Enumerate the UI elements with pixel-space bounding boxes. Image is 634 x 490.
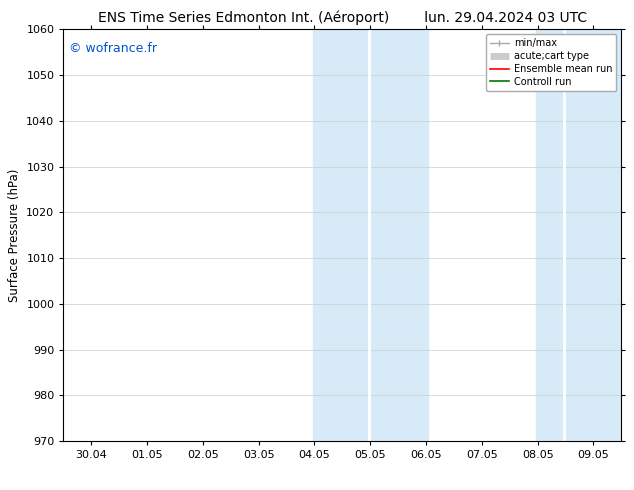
Legend: min/max, acute;cart type, Ensemble mean run, Controll run: min/max, acute;cart type, Ensemble mean … [486,34,616,91]
Bar [313,29,428,441]
Text: © wofrance.fr: © wofrance.fr [69,42,157,55]
Title: ENS Time Series Edmonton Int. (Aéroport)        lun. 29.04.2024 03 UTC: ENS Time Series Edmonton Int. (Aéroport)… [98,11,587,25]
Bar [536,29,624,441]
Y-axis label: Surface Pressure (hPa): Surface Pressure (hPa) [8,169,21,302]
